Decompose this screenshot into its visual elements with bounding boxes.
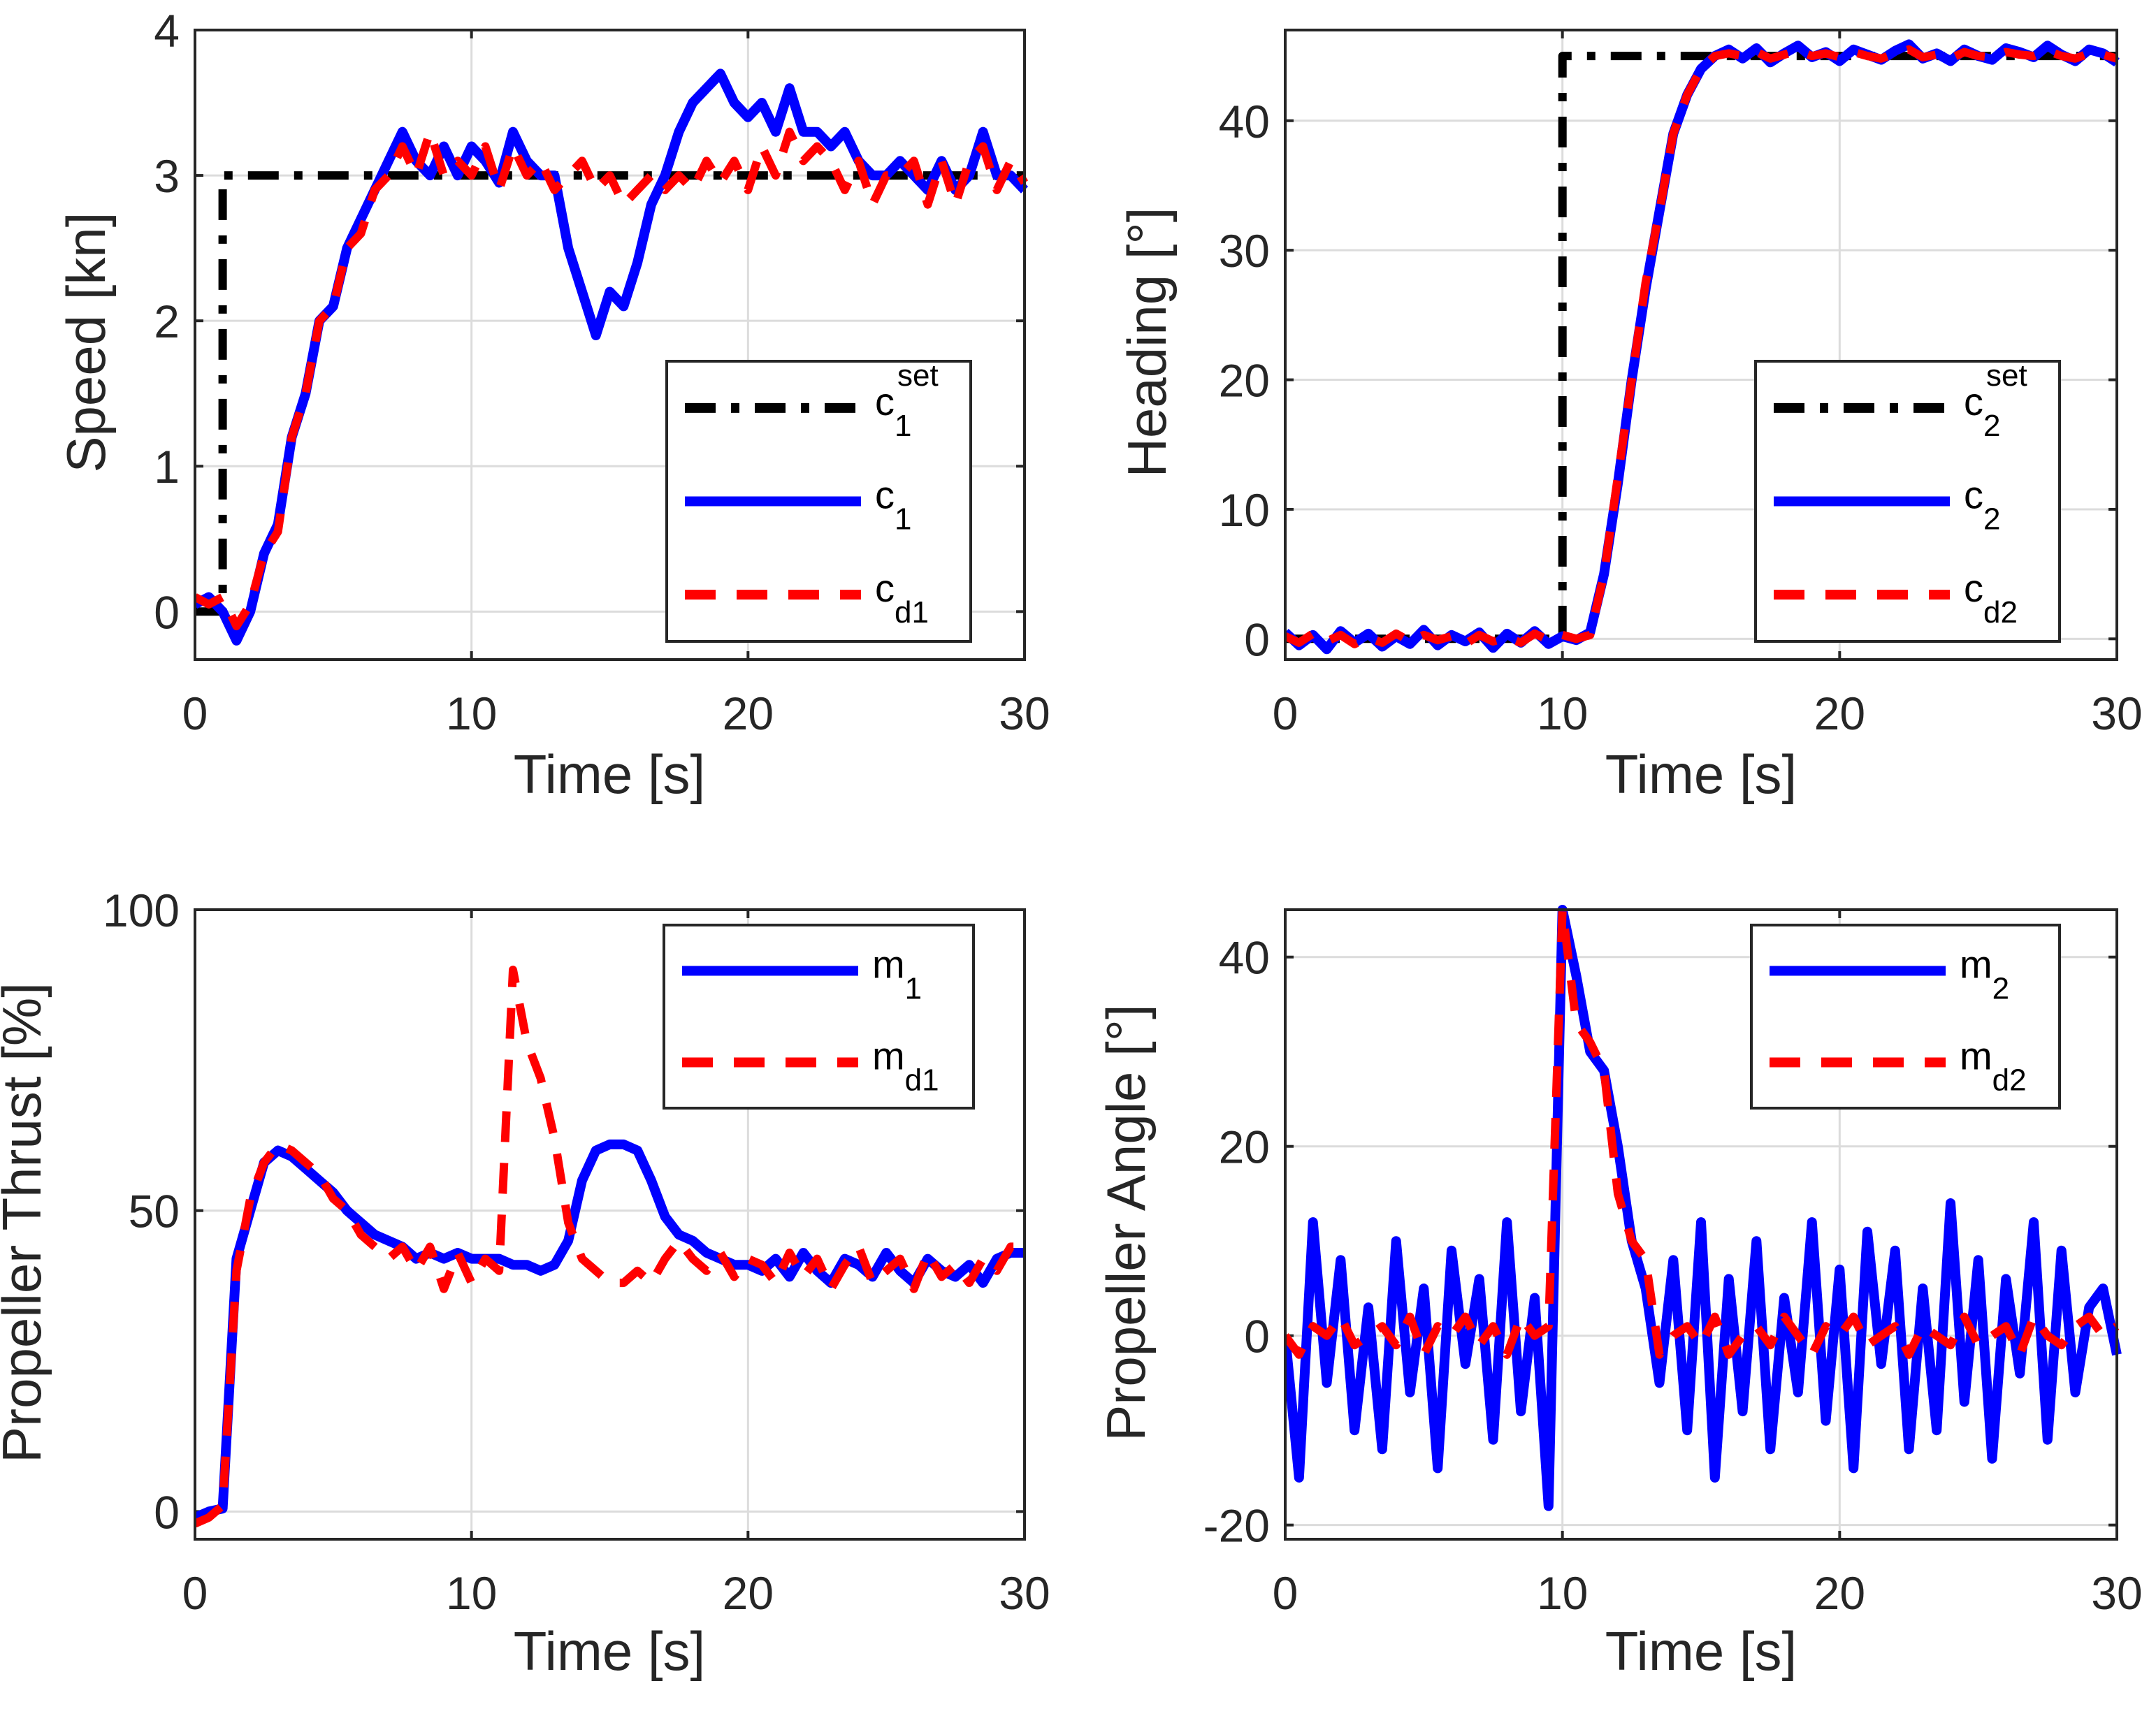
legend-label-subscript: d2 — [1992, 1063, 2027, 1098]
y-tick-label: 3 — [154, 150, 180, 202]
legend-label-subscript: 2 — [1983, 502, 2000, 537]
y-axis-label: Heading [°] — [1116, 208, 1178, 478]
legend-label-m1: m1 — [872, 943, 922, 1006]
series-line-m2 — [1285, 905, 2122, 1511]
series-line-cd1 — [195, 127, 1029, 631]
x-tick-label: 30 — [999, 1567, 1050, 1619]
series-line-c1set — [195, 171, 1025, 616]
x-tick-label: 10 — [446, 688, 497, 739]
series-line-cd2 — [1285, 45, 2118, 648]
legend-label-c2set: c2 set — [1964, 358, 2027, 443]
series-group — [1285, 905, 2122, 1511]
series-group — [1285, 39, 2120, 655]
x-tick-label: 0 — [1273, 688, 1298, 739]
series-group — [195, 966, 1025, 1528]
legend-box — [663, 924, 975, 1110]
y-tick-label: 0 — [1244, 1311, 1270, 1362]
y-tick-label: 50 — [129, 1186, 180, 1237]
x-tick-label: 0 — [1273, 1567, 1298, 1619]
axes-box — [1284, 908, 2118, 1541]
legend-label-base: m — [872, 1034, 905, 1078]
y-tick-label: 1 — [154, 441, 180, 493]
legend-label-c2: c2 — [1964, 473, 2000, 537]
legend-label-base: c — [875, 566, 895, 610]
x-axis-label: Time [s] — [514, 743, 705, 805]
legend-label-subscript: d2 — [1983, 595, 2018, 630]
y-tick-label: 0 — [1244, 613, 1270, 665]
series-line-md1 — [195, 966, 1025, 1528]
y-axis-label: Propeller Angle [°] — [1095, 1004, 1157, 1441]
x-tick-label: 30 — [999, 688, 1050, 739]
legend-label-md1: md1 — [872, 1034, 939, 1098]
x-axis-label: Time [s] — [514, 1620, 705, 1682]
legend-label-base: c — [875, 379, 895, 423]
legend-label-base: m — [1960, 1034, 1992, 1078]
x-tick-label: 0 — [182, 1567, 208, 1619]
y-tick-label: 20 — [1219, 1121, 1270, 1173]
legend-label-subscript: 1 — [895, 409, 911, 443]
y-tick-label: 0 — [154, 1486, 180, 1538]
legend-label-subscript: 1 — [895, 502, 911, 537]
series-group — [195, 68, 1029, 646]
y-tick-label: 2 — [154, 296, 180, 347]
x-tick-label: 20 — [723, 688, 774, 739]
y-tick-label: 30 — [1219, 225, 1270, 277]
legend-label-subscript: 2 — [1983, 409, 2000, 443]
legend-label-base: m — [872, 943, 905, 987]
x-axis-label: Time [s] — [1605, 743, 1797, 805]
legend-label-base: c — [1964, 566, 1983, 610]
axes-box — [194, 908, 1026, 1541]
x-axis-label: Time [s] — [1605, 1620, 1797, 1682]
legend-label-subscript: 2 — [1992, 972, 2009, 1006]
y-tick-label: 40 — [1219, 96, 1270, 147]
legend-label-base: m — [1960, 943, 1992, 987]
x-tick-label: 0 — [182, 688, 208, 739]
y-tick-label: 40 — [1219, 932, 1270, 984]
x-tick-label: 20 — [1814, 1567, 1865, 1619]
x-tick-label: 20 — [1814, 688, 1865, 739]
legend-label-cd1: cd1 — [875, 566, 929, 630]
chart-thrust: 0 10 20 30 0 50 100 Time [s] Propeller Thrust [%… — [0, 885, 1050, 1682]
legend-box — [1750, 924, 2061, 1110]
legend-label-base: c — [1964, 473, 1983, 517]
x-tick-label: 20 — [723, 1567, 774, 1619]
x-tick-label: 10 — [1537, 1567, 1588, 1619]
y-tick-label: 20 — [1219, 355, 1270, 407]
legend-label-m2: m2 — [1960, 943, 2009, 1006]
legend-label-c1set: c1 set — [875, 358, 939, 443]
y-axis-label: Speed [kn] — [55, 212, 117, 473]
y-axis-label: Propeller Thrust [%] — [0, 982, 52, 1463]
legend-label-c1: c1 — [875, 473, 911, 537]
legend-label-subscript: 1 — [905, 972, 922, 1006]
y-tick-label: 10 — [1219, 484, 1270, 536]
axes-box — [194, 29, 1026, 661]
y-tick-label: 100 — [103, 885, 180, 936]
x-tick-label: 30 — [2091, 688, 2142, 739]
y-tick-label: 4 — [154, 5, 180, 57]
x-tick-label: 10 — [446, 1567, 497, 1619]
legend-label-subscript: d1 — [905, 1063, 939, 1098]
x-tick-label: 30 — [2091, 1567, 2142, 1619]
y-tick-label: -20 — [1203, 1500, 1270, 1552]
legend-label-superscript: set — [897, 358, 939, 393]
x-tick-label: 10 — [1537, 688, 1588, 739]
legend-label-superscript: set — [1986, 358, 2027, 393]
legend-label-base: c — [1964, 379, 1983, 423]
legend-label-base: c — [875, 473, 895, 517]
y-tick-label: 0 — [154, 586, 180, 638]
axes-box — [1284, 29, 2118, 661]
legend-label-subscript: d1 — [895, 595, 929, 630]
legend-label-md2: md2 — [1960, 1034, 2027, 1098]
legend-label-cd2: cd2 — [1964, 566, 2018, 630]
